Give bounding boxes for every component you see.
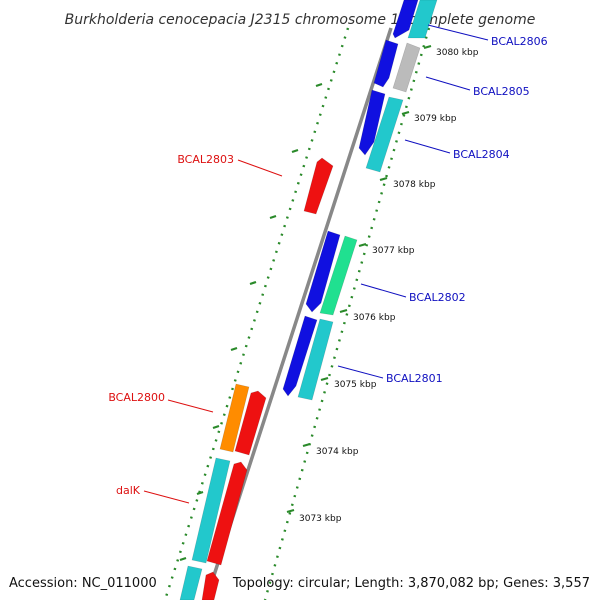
ruler-tick xyxy=(320,376,329,382)
outer-ruler-track xyxy=(163,27,350,600)
ruler-tick xyxy=(339,308,348,314)
gene-feature-arrow[interactable] xyxy=(407,0,438,39)
gene-label-bcal2805[interactable]: BCAL2805 xyxy=(473,85,530,98)
ruler-dash xyxy=(230,346,238,352)
gene-feature-arrow[interactable] xyxy=(392,0,419,39)
inner-ruler-ticks xyxy=(286,44,432,514)
ruler-dash xyxy=(179,556,187,562)
gene-feature-arrow[interactable] xyxy=(303,157,334,215)
ruler-tick xyxy=(358,242,367,248)
gene-label-dalk[interactable]: dalK xyxy=(116,484,141,497)
ruler-dash xyxy=(269,214,277,220)
leader-line xyxy=(337,365,384,379)
gene-label-bcal2800[interactable]: BCAL2800 xyxy=(108,391,165,404)
gene-label-bcal2801[interactable]: BCAL2801 xyxy=(386,372,443,385)
tick-label: 3080 kbp xyxy=(436,48,479,58)
leader-line xyxy=(143,490,190,504)
gene-feature-arrow[interactable] xyxy=(297,318,334,401)
tick-label: 3073 kbp xyxy=(299,514,342,524)
gene-feature-arrow[interactable] xyxy=(305,230,341,313)
gene-feature-arrow[interactable] xyxy=(392,42,421,93)
gene-feature-arrow[interactable] xyxy=(365,96,404,173)
leader-line xyxy=(237,159,283,177)
gene-feature-arrow[interactable] xyxy=(179,565,203,600)
ruler-tick xyxy=(401,110,410,116)
ruler-tick xyxy=(379,176,388,182)
inner-ruler-track xyxy=(263,27,431,600)
genome-summary-text: Topology: circular; Length: 3,870,082 bp… xyxy=(232,576,590,591)
gene-label-bcal2802[interactable]: BCAL2802 xyxy=(409,291,466,304)
ruler-dash xyxy=(291,148,299,154)
gene-feature-arrow[interactable] xyxy=(219,383,250,453)
tick-label: 3077 kbp xyxy=(372,246,415,256)
label-leaders xyxy=(143,24,489,504)
gene-feature-arrow[interactable] xyxy=(206,461,248,566)
leader-line xyxy=(404,139,451,154)
gene-label-bcal2803[interactable]: BCAL2803 xyxy=(177,153,234,166)
tick-label: 3079 kbp xyxy=(414,114,457,124)
leader-line xyxy=(427,24,489,41)
gene-label-bcal2806[interactable]: BCAL2806 xyxy=(491,35,548,48)
tick-label: 3078 kbp xyxy=(393,180,436,190)
ruler-tick xyxy=(286,508,295,514)
gene-feature-arrow[interactable] xyxy=(201,571,220,600)
ruler-dash xyxy=(196,490,204,496)
leader-line xyxy=(167,399,214,413)
tick-labels: 3080 kbp 3079 kbp 3078 kbp 3077 kbp 3076… xyxy=(299,48,479,524)
gene-feature-arrow[interactable] xyxy=(373,39,399,88)
ruler-dash xyxy=(212,424,220,430)
gene-features xyxy=(179,0,438,600)
gene-feature-arrow[interactable] xyxy=(358,89,386,156)
accession-text: Accession: NC_011000 xyxy=(9,576,157,591)
tick-label: 3076 kbp xyxy=(353,313,396,323)
gene-label-bcal2804[interactable]: BCAL2804 xyxy=(453,148,510,161)
gene-feature-arrow[interactable] xyxy=(234,390,267,456)
gene-feature-arrow[interactable] xyxy=(319,235,358,316)
tick-label: 3075 kbp xyxy=(334,380,377,390)
ruler-dash xyxy=(315,82,323,88)
gene-feature-arrow[interactable] xyxy=(282,315,318,397)
ruler-tick xyxy=(302,442,311,448)
map-title: Burkholderia cenocepacia J2315 chromosom… xyxy=(65,12,536,28)
outer-ruler-dashes xyxy=(179,82,323,562)
tick-label: 3074 kbp xyxy=(316,447,359,457)
ruler-tick xyxy=(423,44,432,50)
gene-feature-arrow[interactable] xyxy=(191,457,231,564)
leader-line xyxy=(425,76,471,91)
gene-labels: BCAL2806 BCAL2805 BCAL2804 BCAL2803 BCAL… xyxy=(108,35,547,497)
ruler-dash xyxy=(249,280,257,286)
leader-line xyxy=(360,283,407,298)
